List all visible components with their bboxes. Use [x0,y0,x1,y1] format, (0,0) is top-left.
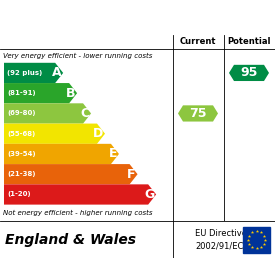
Text: A: A [51,66,61,79]
Text: (1-20): (1-20) [7,191,31,197]
Polygon shape [4,144,119,164]
Text: EU Directive: EU Directive [195,229,247,238]
Text: G: G [144,188,154,201]
Text: (39-54): (39-54) [7,151,36,157]
Text: F: F [127,168,136,181]
Text: Very energy efficient - lower running costs: Very energy efficient - lower running co… [3,53,152,59]
Text: Not energy efficient - higher running costs: Not energy efficient - higher running co… [3,209,153,216]
Text: 75: 75 [189,107,207,120]
Text: C: C [80,107,89,120]
Polygon shape [4,63,63,83]
Text: (55-68): (55-68) [7,131,35,137]
Polygon shape [4,124,105,144]
Text: 2002/91/EC: 2002/91/EC [195,241,243,250]
Text: (21-38): (21-38) [7,171,35,177]
Text: D: D [93,127,103,140]
Polygon shape [4,184,156,205]
Bar [243,227,270,253]
Polygon shape [4,164,138,184]
Text: Potential: Potential [227,37,271,46]
Text: E: E [108,148,117,160]
Text: 95: 95 [240,66,258,79]
Polygon shape [178,105,218,122]
Text: England & Wales: England & Wales [5,233,136,247]
Text: (69-80): (69-80) [7,110,35,116]
Text: Current: Current [180,37,216,46]
Polygon shape [4,83,77,103]
Text: (81-91): (81-91) [7,90,36,96]
Text: B: B [66,87,75,100]
Polygon shape [229,65,269,81]
Text: (92 plus): (92 plus) [7,70,42,76]
Text: Energy Efficiency Rating: Energy Efficiency Rating [8,10,210,25]
Polygon shape [4,103,91,124]
